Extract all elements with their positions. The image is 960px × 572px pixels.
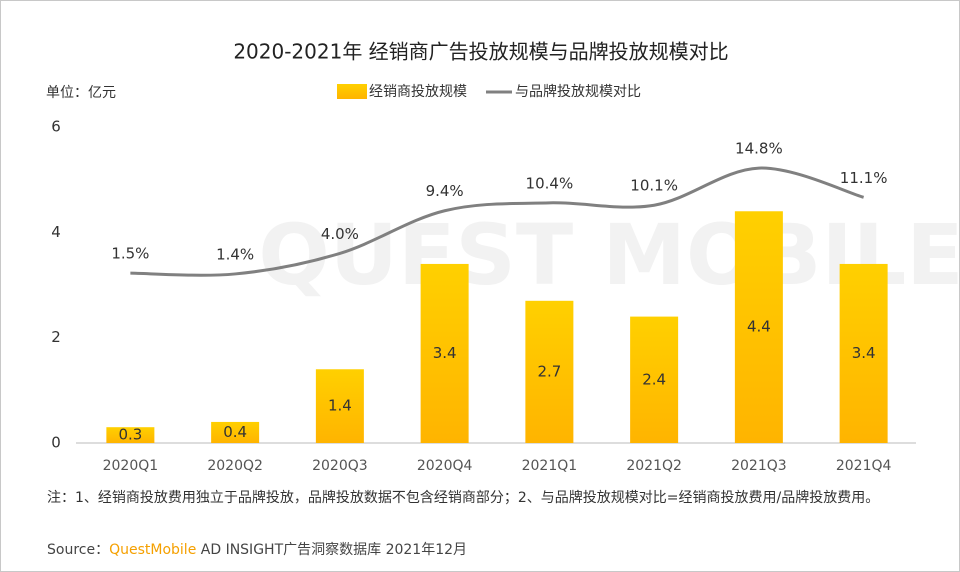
bar — [734, 211, 783, 443]
note: 注：1、经销商投放费用独立于品牌投放，品牌投放数据不包含经销商部分；2、与品牌投… — [47, 490, 880, 506]
source: Source：QuestMobile AD INSIGHT广告洞察数据库 202… — [47, 539, 467, 559]
chart: QUEST MOBILE 2020-2021年 经销商广告投放规模与品牌投放规模… — [46, 40, 959, 475]
bar — [315, 369, 364, 443]
bar — [839, 263, 888, 443]
bar — [525, 300, 574, 443]
bar-value-label: 2.4 — [642, 370, 666, 388]
x-tick-label: 2021Q4 — [836, 458, 892, 474]
x-tick-label: 2020Q3 — [312, 458, 368, 474]
line — [130, 166, 865, 277]
line-value-label: 11.1% — [840, 169, 888, 187]
x-tick-label: 2021Q3 — [731, 458, 787, 474]
line-value-label: 4.0% — [321, 225, 359, 243]
x-tick-label: 2021Q2 — [626, 458, 682, 474]
line-value-label: 1.4% — [216, 245, 254, 263]
legend-label: 与品牌投放规模对比 — [515, 83, 641, 100]
x-tick-label: 2020Q2 — [207, 458, 263, 474]
bar-value-label: 0.4 — [223, 423, 247, 441]
bar — [420, 263, 469, 443]
line-value-label: 14.8% — [735, 140, 783, 158]
legend-swatch — [337, 84, 367, 99]
unit-label: 单位：亿元 — [46, 85, 116, 101]
bar — [211, 421, 260, 443]
line-value-label: 10.4% — [526, 174, 574, 192]
line-value-label: 10.1% — [630, 177, 678, 195]
source-rest: AD INSIGHT广告洞察数据库 2021年12月 — [196, 542, 468, 558]
bar-value-label: 3.4 — [852, 344, 876, 362]
x-tick-label: 2020Q4 — [417, 458, 473, 474]
x-tick-label: 2021Q1 — [522, 458, 578, 474]
source-prefix: Source： — [47, 542, 110, 558]
bar — [630, 316, 679, 443]
bar-value-label: 0.3 — [118, 426, 142, 444]
y-tick-label: 2 — [51, 328, 61, 346]
y-tick-label: 0 — [51, 434, 61, 452]
chart-title: 2020-2021年 经销商广告投放规模与品牌投放规模对比 — [233, 40, 728, 64]
y-tick-label: 4 — [51, 223, 61, 241]
bar — [106, 427, 155, 443]
legend-label: 经销商投放规模 — [369, 84, 467, 100]
x-tick-label: 2020Q1 — [103, 458, 159, 474]
y-tick-label: 6 — [51, 118, 61, 136]
line-value-label: 9.4% — [426, 182, 464, 200]
bar-value-label: 4.4 — [747, 318, 771, 336]
line-value-label: 1.5% — [111, 245, 149, 263]
bar-value-label: 3.4 — [433, 344, 457, 362]
source-brand: QuestMobile — [109, 542, 197, 558]
bar-value-label: 1.4 — [328, 397, 352, 415]
bar-value-label: 2.7 — [537, 362, 561, 380]
